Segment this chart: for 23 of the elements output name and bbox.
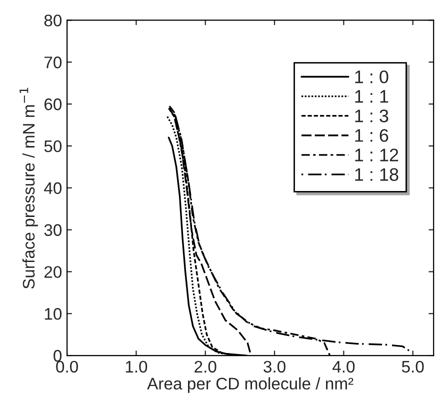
x-tick-label: 5.0 [402, 360, 424, 373]
legend-label: 1 : 0 [355, 70, 388, 84]
y-tick-label: 0 [54, 350, 62, 362]
x-tick-label: 4.0 [332, 360, 355, 373]
legend-label: 1 : 18 [355, 168, 398, 181]
y-tick-label: 70 [44, 56, 62, 68]
y-tick-label: 40 [44, 182, 62, 194]
legend-label: 1 : 3 [355, 110, 388, 122]
x-tick-label: 2.0 [194, 360, 216, 373]
legend-label: 1 : 6 [355, 129, 388, 142]
x-axis-title: Area per CD molecule / nm² [147, 377, 354, 393]
x-tick-label: 1.0 [126, 360, 148, 373]
y-tick-label: 60 [44, 98, 62, 110]
y-tick-label: 80 [44, 14, 62, 26]
y-axis-title: Surface pressure / mN m$^{−1}$ [20, 88, 38, 289]
y-tick-label: 10 [44, 308, 62, 320]
x-tick-label: 0.0 [56, 360, 78, 373]
x-tick-label: 3.0 [264, 360, 286, 373]
legend-label: 1 : 1 [355, 90, 388, 103]
y-tick-label: 30 [44, 224, 62, 236]
y-tick-label: 20 [44, 266, 62, 278]
legend-label: 1 : 12 [355, 148, 398, 162]
y-tick-label: 50 [44, 140, 62, 152]
